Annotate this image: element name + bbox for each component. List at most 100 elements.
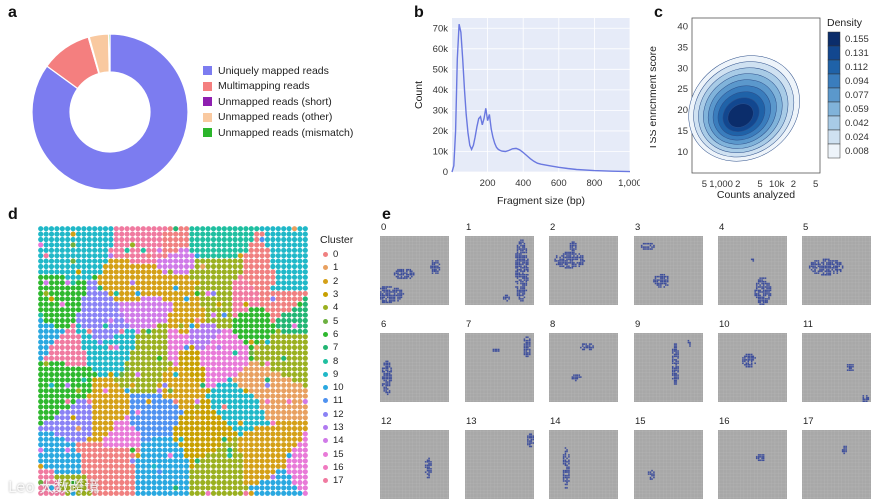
- highlighted-spot: [817, 270, 820, 273]
- spot: [216, 404, 222, 410]
- highlighted-spot: [395, 275, 398, 278]
- spot: [70, 393, 76, 399]
- spot: [70, 323, 76, 329]
- spot: [43, 296, 49, 302]
- spot: [65, 344, 71, 351]
- spot: [237, 452, 244, 459]
- x-tick-label: 5: [813, 179, 818, 190]
- spot: [86, 317, 92, 324]
- spot: [173, 263, 179, 270]
- highlighted-spot: [381, 294, 384, 297]
- highlighted-spot: [569, 251, 572, 254]
- spot: [119, 388, 125, 394]
- spot: [102, 382, 109, 388]
- cluster-label: 6: [333, 328, 339, 340]
- spot: [237, 247, 244, 253]
- highlighted-spot: [390, 298, 393, 300]
- spot: [156, 474, 163, 480]
- spot: [232, 253, 238, 259]
- highlighted-spot: [745, 365, 748, 368]
- highlighted-spot: [571, 263, 574, 266]
- highlighted-spot: [576, 256, 579, 259]
- spot: [297, 258, 303, 264]
- spot: [151, 361, 157, 367]
- spot: [167, 231, 173, 237]
- highlighted-spot: [850, 364, 853, 366]
- highlighted-spot: [742, 362, 744, 365]
- spot: [48, 312, 55, 318]
- spot: [151, 404, 157, 410]
- spot: [108, 415, 114, 421]
- highlighted-spot: [673, 376, 676, 378]
- spot: [86, 290, 92, 297]
- spot: [81, 334, 87, 340]
- spot: [108, 425, 114, 432]
- highlighted-spot: [867, 396, 870, 399]
- spot: [43, 258, 49, 264]
- highlighted-spot: [759, 459, 762, 462]
- spot: [97, 328, 103, 334]
- highlighted-spot: [516, 294, 519, 297]
- highlighted-spot: [675, 360, 678, 363]
- cluster-label: 8: [333, 355, 339, 367]
- highlighted-spot: [393, 272, 396, 274]
- spot: [140, 425, 146, 432]
- spot: [178, 263, 184, 270]
- spot: [75, 382, 82, 388]
- spot: [75, 344, 82, 351]
- spot: [124, 307, 130, 313]
- spot: [259, 371, 265, 378]
- spot: [151, 355, 157, 361]
- highlighted-spot: [385, 384, 387, 387]
- spot: [194, 285, 200, 291]
- spot: [291, 323, 298, 329]
- highlighted-spot: [827, 272, 830, 274]
- spot: [48, 269, 55, 275]
- highlighted-spot: [647, 242, 650, 245]
- spot: [75, 415, 82, 421]
- highlighted-spot: [768, 298, 770, 300]
- highlighted-spot: [520, 251, 522, 254]
- spot: [65, 290, 71, 297]
- spot: [102, 280, 109, 286]
- cluster-label: 9: [333, 368, 339, 380]
- spot: [65, 420, 71, 426]
- spot: [259, 280, 265, 286]
- spot: [227, 393, 233, 399]
- spot: [65, 312, 71, 318]
- spot: [205, 236, 211, 243]
- highlighted-spot: [520, 287, 522, 290]
- spot: [129, 296, 136, 302]
- spot: [162, 226, 168, 232]
- spot: [156, 431, 163, 437]
- highlighted-spot: [395, 287, 398, 290]
- spot: [291, 469, 298, 475]
- spot: [146, 415, 152, 421]
- spot: [200, 463, 206, 469]
- spot: [146, 334, 152, 340]
- spot: [248, 366, 254, 372]
- spot: [129, 458, 136, 464]
- spot: [286, 420, 292, 426]
- highlighted-spot: [520, 289, 522, 292]
- spot: [146, 344, 152, 351]
- spot: [75, 285, 82, 291]
- highlighted-spot: [433, 270, 436, 273]
- spot: [286, 312, 292, 318]
- spot: [189, 409, 195, 415]
- cluster-map-title: 4: [719, 222, 725, 233]
- spot: [156, 226, 163, 232]
- highlighted-spot: [521, 263, 524, 266]
- highlighted-spot: [562, 461, 565, 463]
- highlighted-spot: [654, 275, 657, 278]
- highlighted-spot: [757, 289, 760, 292]
- highlighted-spot: [759, 286, 762, 288]
- spot: [156, 377, 163, 383]
- highlighted-spot: [520, 253, 522, 255]
- spot: [173, 269, 179, 275]
- spot: [162, 328, 168, 334]
- highlighted-spot: [383, 376, 386, 378]
- spot: [135, 485, 141, 491]
- spot: [286, 307, 292, 313]
- spot: [270, 312, 276, 318]
